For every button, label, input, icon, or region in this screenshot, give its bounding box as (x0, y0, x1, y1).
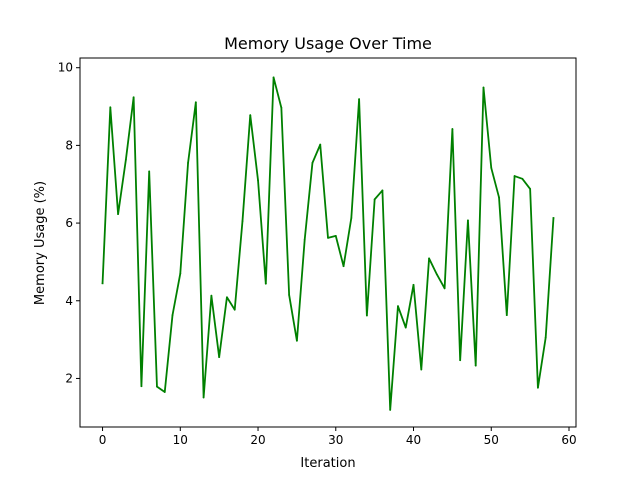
data-point (451, 128, 454, 130)
chart-title: Memory Usage Over Time (224, 34, 432, 53)
data-point (311, 161, 314, 164)
data-point (187, 161, 189, 164)
y-tick-label: 2 (65, 371, 73, 385)
data-point (350, 217, 353, 219)
x-tick-label: 0 (99, 433, 107, 447)
data-point (226, 296, 228, 299)
data-point (373, 198, 376, 201)
data-point (521, 177, 524, 180)
data-point (327, 236, 329, 239)
data-point (288, 294, 291, 296)
axes-frame (79, 57, 577, 428)
data-point (397, 305, 399, 308)
data-point (412, 283, 415, 286)
data-point (296, 339, 298, 342)
x-tick-label: 40 (406, 433, 421, 447)
data-point (381, 189, 384, 192)
data-point (249, 114, 252, 116)
data-point (241, 220, 244, 223)
data-point (404, 326, 407, 329)
data-point (498, 196, 500, 199)
data-point (490, 167, 493, 169)
data-point (303, 238, 306, 241)
data-point (552, 217, 555, 219)
data-point (171, 314, 174, 317)
x-tick-label: 60 (561, 433, 576, 447)
data-point (435, 273, 438, 276)
data-point (505, 314, 508, 317)
x-tick-label: 30 (328, 433, 343, 447)
data-point (272, 76, 275, 79)
data-point (101, 282, 104, 285)
x-axis: 0 10 20 30 40 50 60 (99, 427, 577, 447)
y-tick-label: 10 (58, 61, 73, 75)
data-point (474, 364, 477, 367)
y-tick-label: 6 (65, 216, 73, 230)
plot-area (101, 76, 555, 411)
data-point (513, 175, 516, 177)
y-axis: 2 4 6 8 10 (58, 61, 80, 385)
data-point (202, 396, 205, 399)
data-point (179, 272, 182, 275)
data-point (257, 179, 259, 182)
data-point (194, 101, 197, 104)
data-point (358, 98, 360, 101)
data-point (117, 213, 119, 216)
data-point (537, 386, 539, 389)
data-point (482, 86, 485, 89)
data-point (264, 282, 267, 285)
x-tick-label: 10 (173, 433, 188, 447)
data-point (389, 409, 392, 411)
data-point (233, 308, 236, 311)
y-tick-label: 4 (65, 294, 73, 308)
data-point (467, 219, 469, 222)
data-point (420, 368, 423, 371)
x-tick-label: 20 (250, 433, 265, 447)
data-point (544, 336, 547, 339)
y-axis-label: Memory Usage (%) (33, 181, 48, 305)
data-point (124, 158, 127, 161)
data-point (140, 385, 143, 388)
data-point (365, 314, 368, 317)
data-point (334, 235, 337, 237)
y-tick-label: 8 (65, 138, 73, 152)
data-point (109, 106, 112, 109)
data-point (218, 356, 221, 358)
data-point (210, 294, 213, 297)
data-point (163, 391, 166, 393)
data-point (529, 188, 532, 190)
data-point (280, 106, 283, 109)
data-point (459, 359, 462, 362)
x-axis-label: Iteration (300, 456, 355, 471)
data-point (148, 170, 151, 173)
data-point (443, 287, 446, 290)
data-point (342, 265, 345, 268)
x-tick-label: 50 (484, 433, 499, 447)
data-point (156, 385, 158, 388)
data-point (132, 96, 135, 99)
data-point (319, 143, 322, 146)
data-point (428, 257, 430, 260)
